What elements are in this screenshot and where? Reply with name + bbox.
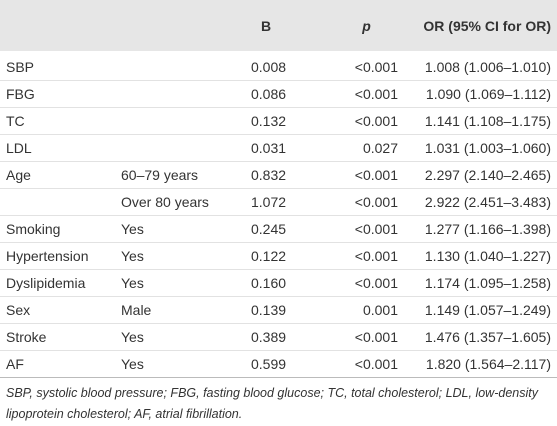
- table-cell: 0.389: [245, 323, 315, 351]
- table-cell: 1.141 (1.108–1.175): [404, 107, 557, 135]
- table-cell: SBP: [0, 51, 115, 81]
- table-cell: 0.031: [245, 134, 315, 162]
- header-row: B p OR (95% CI for OR): [0, 0, 557, 51]
- table-cell: <0.001: [315, 242, 404, 270]
- table-cell: <0.001: [315, 323, 404, 351]
- table-cell: 1.476 (1.357–1.605): [404, 323, 557, 351]
- table-cell: 0.001: [315, 296, 404, 324]
- header-cell: OR (95% CI for OR): [423, 17, 551, 34]
- table-cell: AF: [0, 350, 115, 378]
- header-cell: [115, 0, 245, 51]
- footnote: SBP, systolic blood pressure; FBG, fasti…: [6, 386, 538, 421]
- header-cell: p: [362, 17, 371, 34]
- header-cell: B: [261, 17, 272, 34]
- table-cell: Yes: [115, 350, 245, 378]
- table-row: Sex Male 0.139 0.001 1.149 (1.057–1.249): [0, 296, 557, 324]
- table-cell: <0.001: [315, 107, 404, 135]
- table-cell: 2.297 (2.140–2.465): [404, 161, 557, 189]
- table-row: Over 80 years 1.072 <0.001 2.922 (2.451–3.4…: [0, 188, 557, 216]
- table-cell: Male: [115, 296, 245, 324]
- table-cell: 1.072: [245, 188, 315, 216]
- table-cell: TC: [0, 107, 115, 135]
- table-cell: Sex: [0, 296, 115, 324]
- table-row: Dyslipidemia Yes 0.160 <0.001 1.174 (1.095–1…: [0, 269, 557, 297]
- table-cell: 0.160: [245, 269, 315, 297]
- table-cell: [115, 107, 245, 135]
- table-row: Smoking Yes 0.245 <0.001 1.277 (1.166–1.398): [0, 215, 557, 243]
- table-cell: 0.832: [245, 161, 315, 189]
- table-body: SBP 0.008 <0.001 1.008 (1.006–1.010) FBG 0.08…: [0, 51, 557, 378]
- table-cell: 60–79 years: [115, 161, 245, 189]
- table-cell: LDL: [0, 134, 115, 162]
- table-row: Hypertension Yes 0.122 <0.001 1.130 (1.040–1…: [0, 242, 557, 270]
- table-cell: 2.922 (2.451–3.483): [404, 188, 557, 216]
- header-cell: [0, 0, 115, 51]
- table-cell: FBG: [0, 80, 115, 108]
- table-cell: Dyslipidemia: [0, 269, 115, 297]
- table-cell: [0, 188, 115, 216]
- table-cell: Yes: [115, 269, 245, 297]
- table-cell: Age: [0, 161, 115, 189]
- table-row: SBP 0.008 <0.001 1.008 (1.006–1.010): [0, 51, 557, 81]
- table-cell: 1.008 (1.006–1.010): [404, 51, 557, 81]
- table-cell: 0.132: [245, 107, 315, 135]
- table-cell: 1.277 (1.166–1.398): [404, 215, 557, 243]
- table-cell: Stroke: [0, 323, 115, 351]
- table-cell: Over 80 years: [115, 188, 245, 216]
- table-cell: <0.001: [315, 350, 404, 378]
- table-cell: 1.820 (1.564–2.117): [404, 350, 557, 378]
- table-cell: 0.008: [245, 51, 315, 81]
- table-row: Stroke Yes 0.389 <0.001 1.476 (1.357–1.605): [0, 323, 557, 351]
- table-cell: Yes: [115, 323, 245, 351]
- table-cell: Smoking: [0, 215, 115, 243]
- table-cell: 0.027: [315, 134, 404, 162]
- table-cell: 0.245: [245, 215, 315, 243]
- table-cell: [115, 80, 245, 108]
- table-cell: 0.139: [245, 296, 315, 324]
- results-table: B p OR (95% CI for OR) SBP 0.008 <0.001 1.0…: [0, 0, 557, 378]
- table-cell: <0.001: [315, 161, 404, 189]
- table-row: TC 0.132 <0.001 1.141 (1.108–1.175): [0, 107, 557, 135]
- table-row: AF Yes 0.599 <0.001 1.820 (1.564–2.117): [0, 350, 557, 378]
- table-cell: <0.001: [315, 188, 404, 216]
- table-cell: 1.174 (1.095–1.258): [404, 269, 557, 297]
- table-cell: 0.599: [245, 350, 315, 378]
- table-cell: Yes: [115, 242, 245, 270]
- table-cell: 0.122: [245, 242, 315, 270]
- table-cell: <0.001: [315, 80, 404, 108]
- table-cell: Yes: [115, 215, 245, 243]
- table-cell: <0.001: [315, 269, 404, 297]
- table-cell: [115, 134, 245, 162]
- table-cell: 1.031 (1.003–1.060): [404, 134, 557, 162]
- table-row: LDL 0.031 0.027 1.031 (1.003–1.060): [0, 134, 557, 162]
- table-cell: 1.149 (1.057–1.249): [404, 296, 557, 324]
- table-row: FBG 0.086 <0.001 1.090 (1.069–1.112): [0, 80, 557, 108]
- table-cell: 1.090 (1.069–1.112): [404, 80, 557, 108]
- table-cell: <0.001: [315, 215, 404, 243]
- table-cell: 0.086: [245, 80, 315, 108]
- table-cell: 1.130 (1.040–1.227): [404, 242, 557, 270]
- table-cell: <0.001: [315, 51, 404, 81]
- table-cell: Hypertension: [0, 242, 115, 270]
- table-header: B p OR (95% CI for OR): [0, 0, 557, 51]
- table-row: Age 60–79 years 0.832 <0.001 2.297 (2.140–2.…: [0, 161, 557, 189]
- table-cell: [115, 51, 245, 81]
